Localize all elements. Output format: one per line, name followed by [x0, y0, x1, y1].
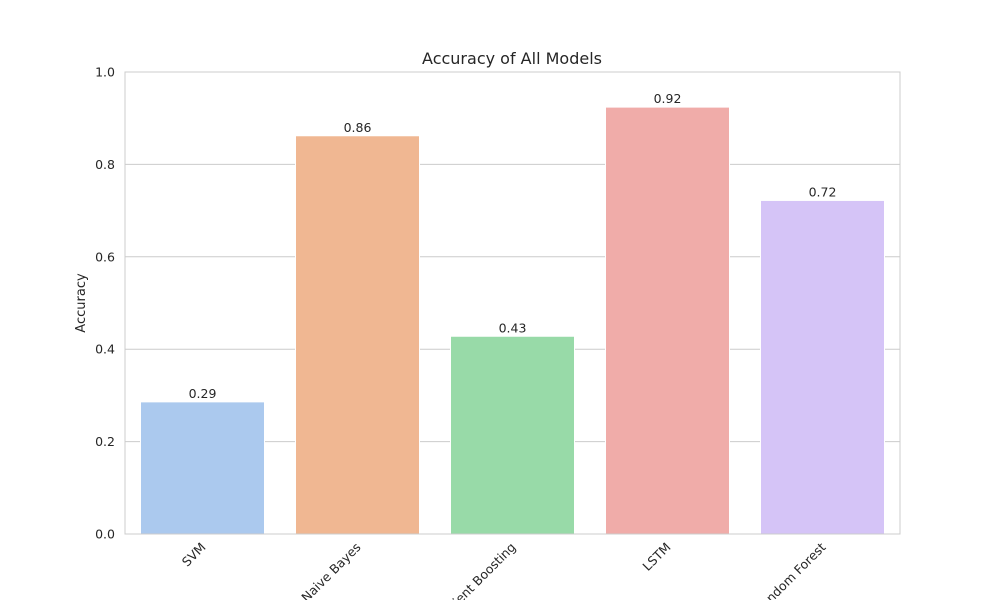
chart-title: Accuracy of All Models: [422, 49, 602, 68]
x-axis-ticks: SVM Naive Bayes Gradient Boosting LSTM Rando…: [179, 539, 829, 600]
bars: [140, 106, 885, 535]
bar-value-label: 0.72: [809, 184, 837, 199]
plot-frame: [124, 71, 901, 535]
bar-value-label: 0.86: [344, 120, 372, 135]
y-tick-label: 0.0: [95, 527, 115, 542]
y-tick-label: 0.8: [95, 157, 115, 172]
bar-random-forest: [760, 199, 885, 535]
x-tick-label: LSTM: [639, 540, 673, 574]
bar-value-label: 0.29: [189, 386, 217, 401]
bar-naive-bayes: [295, 135, 420, 535]
x-tick-label: Random Forest: [751, 539, 828, 600]
y-tick-label: 0.6: [95, 249, 115, 264]
x-tick-label: Naive Bayes: [298, 540, 363, 600]
bar-gradient-boosting: [450, 335, 575, 535]
bar-value-label: 0.92: [654, 91, 682, 106]
y-axis-label: Accuracy: [74, 273, 89, 333]
x-tick-label: SVM: [179, 540, 209, 570]
bar-value-label: 0.43: [499, 320, 527, 335]
y-tick-label: 0.4: [95, 342, 115, 357]
bar-svm: [140, 401, 265, 535]
y-tick-label: 1.0: [95, 65, 115, 80]
bar-lstm: [605, 106, 730, 535]
y-tick-label: 0.2: [95, 434, 115, 449]
x-tick-label: Gradient Boosting: [428, 540, 519, 600]
bar-value-labels: 0.29 0.86 0.43 0.92 0.72: [189, 91, 837, 401]
y-axis-ticks: 0.0 0.2 0.4 0.6 0.8 1.0: [95, 65, 115, 542]
